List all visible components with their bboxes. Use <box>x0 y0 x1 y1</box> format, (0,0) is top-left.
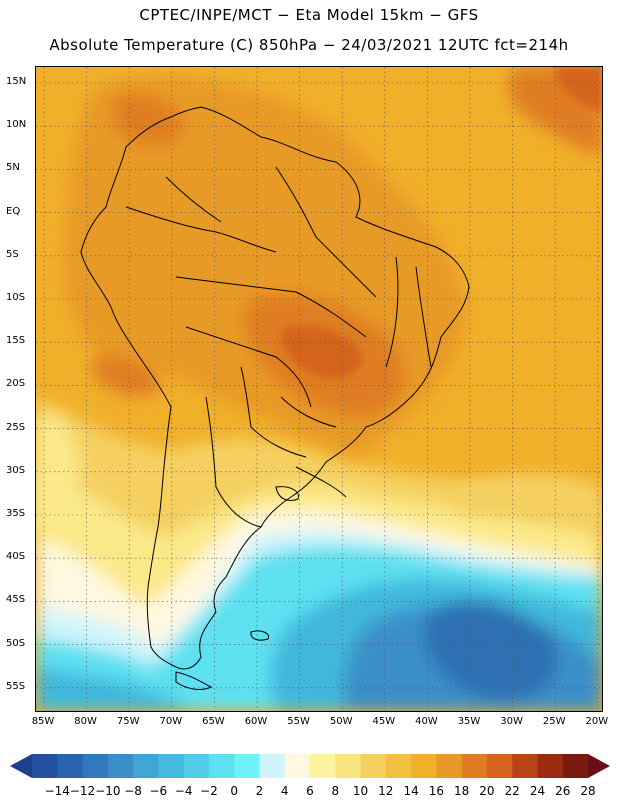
lon-label: 75W <box>116 716 140 727</box>
lat-label: 45S <box>6 594 26 606</box>
andes-cool-strip <box>36 414 81 537</box>
legend-tick-label: 16 <box>428 784 444 798</box>
legend-swatch <box>208 754 235 778</box>
legend-swatch <box>183 754 210 778</box>
legend-swatch <box>385 754 412 778</box>
legend-swatch <box>562 754 589 778</box>
lon-label: 40W <box>415 716 438 727</box>
legend-swatch <box>158 754 185 778</box>
lon-label: 25W <box>542 716 566 727</box>
lat-label: 25S <box>6 421 26 433</box>
legend-swatch <box>360 754 387 778</box>
tierra-del-fuego <box>175 671 213 690</box>
legend-swatch <box>461 754 488 778</box>
legend-tick-label: 14 <box>403 784 419 798</box>
legend-tick-label: 28 <box>580 784 596 798</box>
color-legend <box>10 754 610 778</box>
legend-tick-label: 22 <box>504 784 520 798</box>
south-america-coastline <box>80 106 470 670</box>
figure-title-line2: Absolute Temperature (C) 850hPa − 24/03/… <box>49 36 569 54</box>
lat-label: 5S <box>6 248 19 260</box>
lat-label: 55S <box>6 680 26 692</box>
legend-tick-label: 26 <box>555 784 571 798</box>
legend-swatch <box>537 754 564 778</box>
hot-north <box>111 93 186 146</box>
lon-label: 65W <box>202 716 225 727</box>
lon-label: 70W <box>159 716 183 727</box>
legend-tick-label: −8 <box>124 784 142 798</box>
legend-arrow-high <box>588 754 610 778</box>
legend-swatch <box>284 754 311 778</box>
lon-label: 45W <box>372 716 396 727</box>
legend-tick-label: 8 <box>331 784 340 798</box>
deep-blue-zone <box>424 601 557 700</box>
legend-swatch <box>310 754 336 778</box>
legend-swatch <box>107 754 134 778</box>
legend-tick-label: 6 <box>306 784 314 798</box>
legend-swatch <box>259 754 286 778</box>
very-hot-core <box>281 325 362 379</box>
lat-label: 20S <box>6 378 26 390</box>
lat-label: 5N <box>6 162 20 174</box>
legend-tick-label: 2 <box>255 784 264 798</box>
country-borders <box>125 166 432 528</box>
lat-label: 35S <box>6 508 26 519</box>
legend-tick-label: 24 <box>529 784 546 798</box>
lon-label: 30W <box>500 716 523 727</box>
legend-tick-label: 10 <box>352 784 369 798</box>
lat-label: 40S <box>6 551 26 563</box>
legend-tick-label: 0 <box>230 784 238 798</box>
lon-label: 85W <box>31 716 55 727</box>
lat-label: 50S <box>6 637 26 649</box>
lat-label: 15S <box>6 335 26 347</box>
figure-title-line1: CPTEC/INPE/MCT − Eta Model 15km − GFS <box>139 6 479 24</box>
legend-swatch <box>436 754 463 778</box>
legend-swatch <box>32 754 58 778</box>
ocean-mild-patch <box>448 473 602 527</box>
lon-label: 55W <box>287 716 310 727</box>
legend-arrow-low <box>10 754 32 778</box>
legend-tick-label: −14 <box>44 784 70 798</box>
legend-tick-label: −4 <box>174 784 193 798</box>
lat-label: 10S <box>6 292 26 303</box>
legend-swatch <box>411 754 437 778</box>
legend-swatch <box>335 754 362 778</box>
lon-label: 20W <box>585 716 609 727</box>
legend-tick-label: 18 <box>453 784 470 798</box>
lon-label: 80W <box>74 716 97 727</box>
legend-swatch <box>57 754 84 778</box>
legend-swatch <box>512 754 538 778</box>
lat-label: 30S <box>6 464 26 476</box>
lon-label: 50W <box>329 716 353 727</box>
lon-label: 35W <box>457 716 481 727</box>
hot-coast <box>91 356 161 397</box>
legend-swatch <box>133 754 159 778</box>
legend-swatch <box>486 754 513 778</box>
very-hot-north-east <box>556 67 602 112</box>
legend-tick-label: 4 <box>280 784 289 798</box>
uruguay-lagoon <box>275 486 300 501</box>
legend-swatch <box>82 754 109 778</box>
lon-label: 60W <box>244 716 268 727</box>
temperature-map <box>35 66 603 712</box>
falklands <box>250 630 270 641</box>
legend-tick-label: −12 <box>69 784 96 798</box>
legend-tick-label: −10 <box>95 784 121 798</box>
lat-label: 10N <box>6 119 27 131</box>
legend-tick-label: 20 <box>479 784 495 798</box>
legend-tick-label: −6 <box>149 784 168 798</box>
legend-tick-label: −2 <box>200 784 218 798</box>
legend-tick-label: 12 <box>378 784 394 798</box>
legend-swatch <box>234 754 260 778</box>
lat-label: EQ <box>6 205 21 217</box>
lat-label: 15N <box>6 76 27 87</box>
